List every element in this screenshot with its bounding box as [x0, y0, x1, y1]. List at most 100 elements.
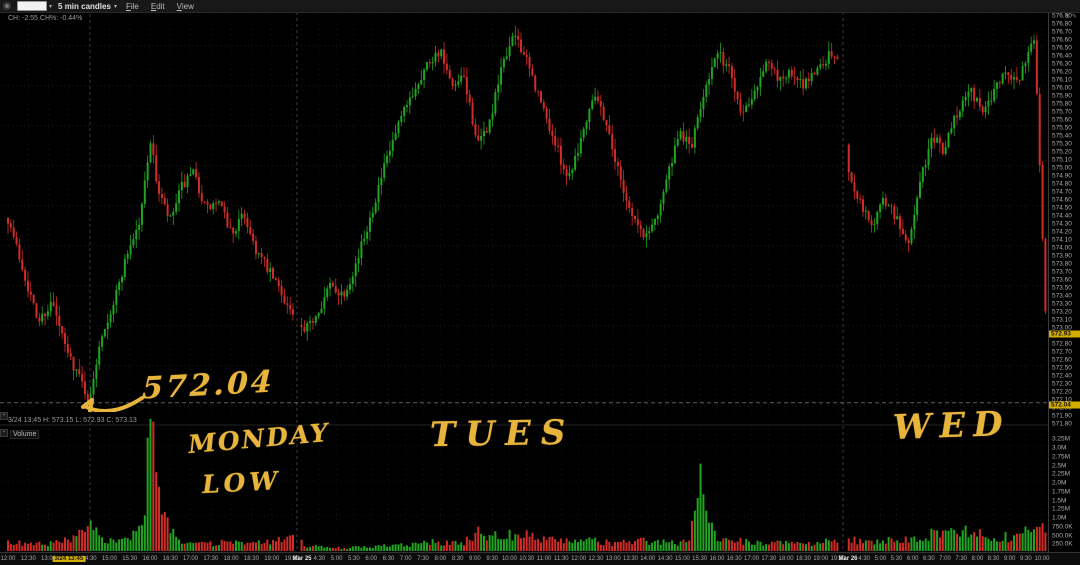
- volume-tick-label: 750.0K: [1052, 523, 1073, 531]
- time-tick-label: 18:00: [778, 556, 794, 562]
- time-axis[interactable]: 12:00 12:30 13:00 3/24 13:45 14:30 15:00 15:30…: [0, 552, 1080, 565]
- time-tick-label: 15:00: [101, 556, 117, 562]
- price-tick-label: 575.90: [1052, 92, 1072, 100]
- price-axis[interactable]: ⚙✎ 572.93 572.04 576.90 576.80 576.70 576.6…: [1048, 12, 1080, 552]
- symbol-input[interactable]: [17, 1, 47, 11]
- menu-bar: ▾ 5 min candles ▾ File Edit View: [0, 0, 1080, 13]
- price-tick-label: 574.50: [1052, 204, 1072, 212]
- time-tick-label: 19:30: [830, 556, 846, 562]
- ohlc-readout: 3/24 13:45 H: 573.15 L: 572.93 C: 573.13: [8, 417, 137, 424]
- volume-tick-label: 1.0M: [1052, 514, 1067, 522]
- axis-settings-icons[interactable]: ⚙✎: [1065, 13, 1079, 20]
- time-tick-label: 6:30: [922, 556, 935, 562]
- price-tick-label: 575.10: [1052, 156, 1072, 164]
- menu-item-view[interactable]: View: [176, 1, 194, 11]
- time-tick-label: 19:30: [284, 556, 300, 562]
- timeframe-selector[interactable]: 5 min candles: [58, 1, 111, 11]
- time-tick-label: 10:00: [501, 556, 517, 562]
- draw-icon[interactable]: ✎: [1071, 14, 1079, 20]
- time-tick-label: Mar 26: [838, 556, 858, 562]
- symbol-dropdown-icon[interactable]: ▾: [49, 3, 53, 10]
- time-tick-label: 16:00: [709, 556, 725, 562]
- volume-tick-label: 500.0K: [1052, 532, 1073, 539]
- time-tick-label: 9:00: [469, 556, 481, 562]
- price-tick-label: 576.80: [1052, 20, 1072, 28]
- time-tick-label: 6:30: [382, 556, 395, 562]
- volume-tick-label: 3.0M: [1052, 444, 1067, 452]
- price-tick-label: 573.80: [1052, 260, 1072, 268]
- time-tick-label: 13:00: [605, 556, 621, 562]
- time-tick-label: 16:00: [142, 556, 158, 562]
- time-tick-label: 15:00: [674, 556, 690, 562]
- time-tick-label: 15:30: [692, 556, 708, 562]
- price-tick-label: 575.80: [1052, 100, 1072, 108]
- crosshair-time-badge: 3/24 13:45: [52, 556, 86, 562]
- price-tick-label: 574.10: [1052, 236, 1072, 244]
- time-tick-label: 9:00: [1003, 556, 1016, 562]
- time-tick-label: 8:30: [451, 556, 464, 562]
- price-tick-label: 572.70: [1052, 348, 1072, 356]
- hand-drawn-arrow: [81, 396, 144, 412]
- time-tick-label: 9:30: [486, 556, 499, 562]
- price-tick-label: 573.00: [1052, 324, 1072, 332]
- time-tick-label: 12:00: [0, 556, 16, 562]
- app-logo-icon: [3, 2, 11, 10]
- time-tick-label: 11:00: [536, 556, 552, 562]
- annotation-wed: WED: [892, 403, 1012, 449]
- price-tick-label: 572.30: [1052, 380, 1072, 388]
- price-tick-label: 573.90: [1052, 252, 1072, 260]
- time-tick-label: 17:00: [744, 556, 760, 562]
- price-tick-label: 573.60: [1052, 276, 1072, 284]
- time-tick-label: 18:00: [223, 556, 239, 562]
- price-tick-label: 571.90: [1052, 412, 1072, 420]
- price-tick-label: 576.20: [1052, 68, 1072, 76]
- crosshair-price-badge: 572.04: [1049, 401, 1080, 409]
- price-tick-label: 575.30: [1052, 140, 1072, 148]
- annotation-low: LOW: [201, 465, 283, 500]
- menu-item-edit[interactable]: Edit: [150, 1, 165, 11]
- time-tick-label: 17:30: [761, 556, 777, 562]
- time-tick-label: 8:00: [971, 556, 984, 562]
- chevron-down-icon: ▾: [113, 3, 117, 10]
- chart-canvas[interactable]: CH: -2.55 CH%: -0.44% 3/24 13:45 H: 573.…: [0, 12, 1048, 552]
- time-tick-label: 16:30: [162, 556, 178, 562]
- time-tick-label: 10:00: [1034, 556, 1050, 562]
- annotation-tues: TUES: [429, 412, 576, 456]
- volume-tick-label: 1.5M: [1052, 497, 1067, 504]
- time-tick-label: 4:30: [313, 556, 326, 562]
- time-tick-label: 14:00: [640, 556, 656, 562]
- time-tick-label: 12:00: [571, 556, 587, 562]
- time-tick-label: 12:30: [588, 556, 604, 562]
- price-tick-label: 576.40: [1052, 52, 1072, 60]
- price-pane-toggle-icon[interactable]: +: [0, 412, 8, 420]
- time-tick-label: 17:30: [203, 556, 219, 562]
- price-tick-label: 575.20: [1052, 148, 1072, 156]
- price-tick-label: 575.70: [1052, 108, 1072, 116]
- price-tick-label: 573.30: [1052, 300, 1072, 308]
- time-tick-label: 5:00: [874, 556, 887, 562]
- price-tick-label: 576.70: [1052, 28, 1072, 36]
- price-tick-label: 572.20: [1052, 388, 1072, 396]
- price-tick-label: 572.10: [1052, 396, 1072, 404]
- candlestick-chart[interactable]: [0, 12, 1048, 552]
- time-tick-label: 19:00: [264, 556, 280, 562]
- last-price-badge: 572.93: [1049, 330, 1080, 338]
- price-tick-label: 574.90: [1052, 172, 1072, 180]
- price-tick-label: 573.50: [1052, 284, 1072, 292]
- volume-tick-label: 250.0K: [1052, 540, 1073, 548]
- price-tick-label: 572.50: [1052, 364, 1072, 372]
- menu-item-file[interactable]: File: [125, 1, 139, 11]
- price-tick-label: 573.40: [1052, 292, 1072, 300]
- volume-tick-label: 2.75M: [1052, 453, 1071, 461]
- time-tick-label: 7:00: [939, 556, 951, 562]
- volume-pane-toggle-icon[interactable]: ▪: [0, 429, 8, 437]
- time-tick-label: Mar 25: [292, 556, 312, 562]
- price-tick-label: 575.40: [1052, 132, 1072, 140]
- time-tick-label: 13:30: [623, 556, 639, 562]
- time-tick-label: 11:30: [554, 556, 569, 562]
- price-tick-label: 574.20: [1052, 228, 1072, 236]
- gear-icon[interactable]: ⚙: [1064, 14, 1072, 20]
- price-tick-label: 576.00: [1052, 84, 1072, 92]
- time-tick-label: 7:30: [955, 556, 967, 562]
- price-tick-label: 573.10: [1052, 316, 1072, 324]
